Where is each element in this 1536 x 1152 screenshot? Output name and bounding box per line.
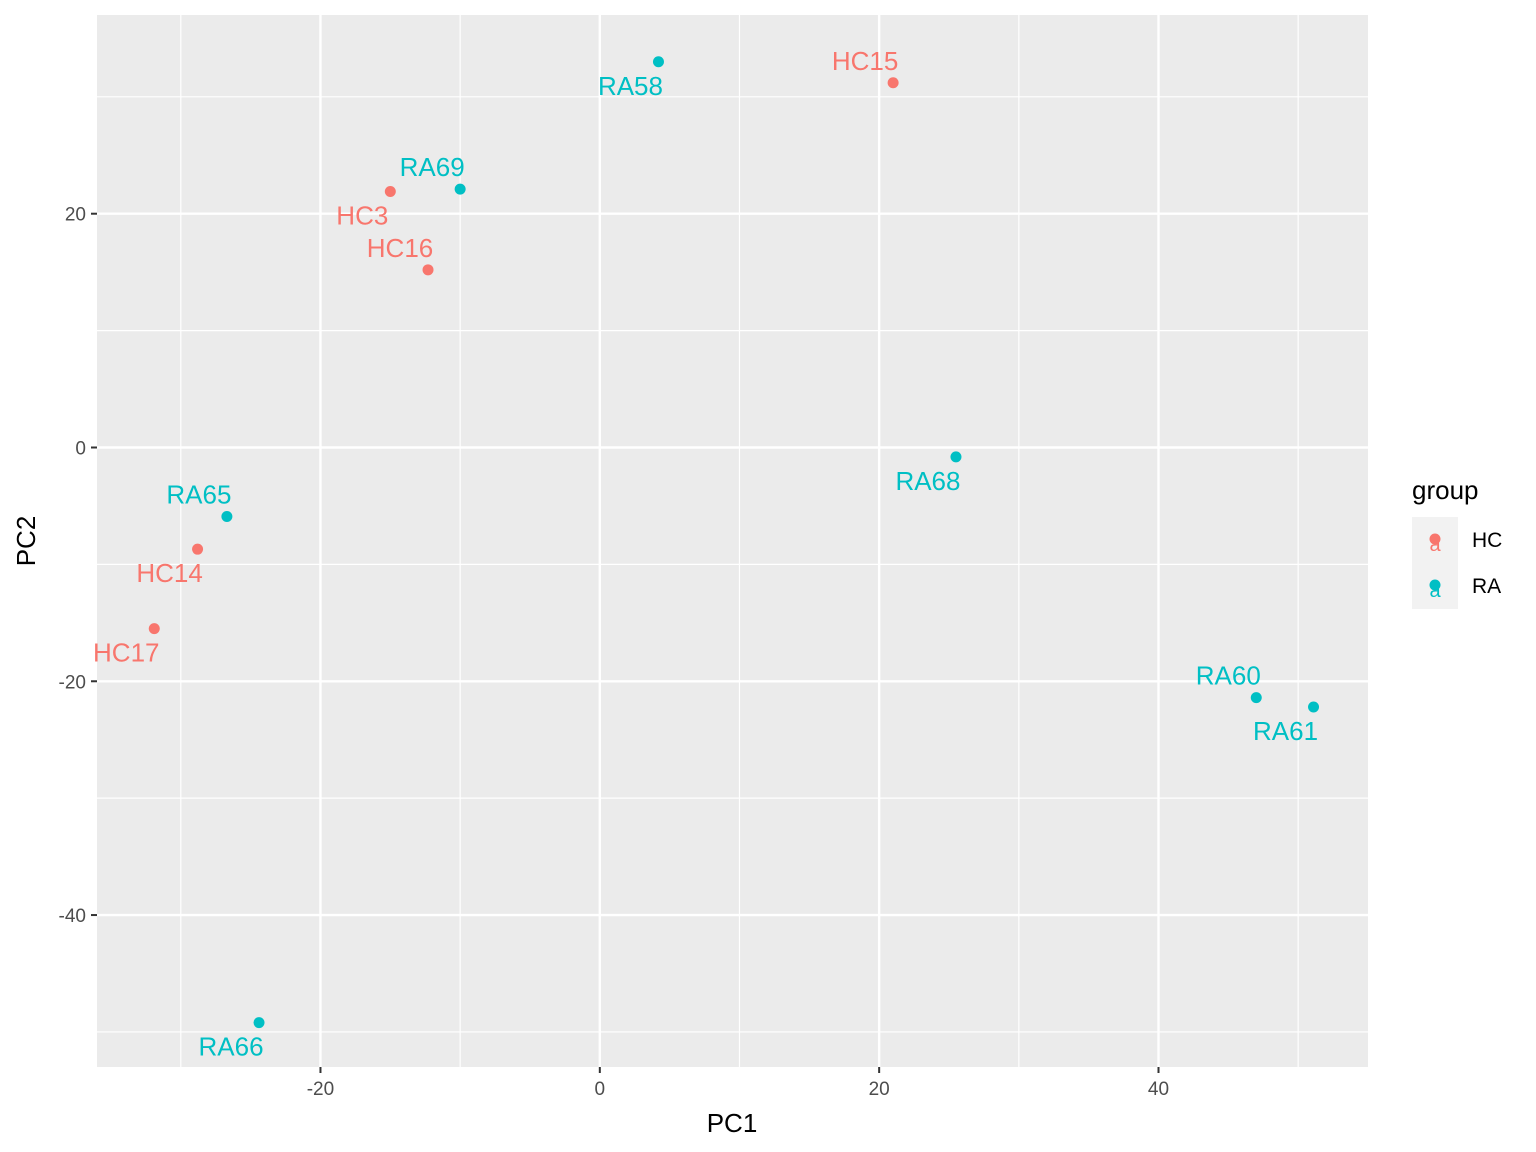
- legend-items: a HCa RA: [1412, 517, 1502, 609]
- data-point-hc15: [887, 77, 899, 89]
- legend-key-point: [1429, 533, 1441, 545]
- point-label-hc17: HC17: [93, 638, 159, 668]
- point-label-ra69: RA69: [400, 152, 465, 182]
- point-label-ra68: RA68: [895, 466, 960, 496]
- y-axis-title: PC2: [11, 516, 41, 567]
- x-tick-label: 20: [869, 1079, 890, 1100]
- data-point-hc17: [148, 623, 160, 635]
- data-point-ra66: [253, 1017, 265, 1029]
- legend-title: group: [1412, 475, 1479, 505]
- x-tick-label: 40: [1148, 1079, 1169, 1100]
- data-point-ra68: [950, 451, 962, 463]
- point-label-hc14: HC14: [136, 558, 202, 588]
- point-label-ra65: RA65: [166, 479, 231, 509]
- data-point-ra69: [454, 183, 466, 195]
- point-label-hc15: HC15: [832, 46, 898, 76]
- x-axis-ticks: -20 0 20 40: [307, 1067, 1169, 1100]
- y-axis-ticks: -40 -20 0 20: [59, 205, 97, 927]
- data-point-ra60: [1250, 692, 1262, 704]
- y-tick-label: 20: [65, 205, 86, 226]
- data-point-ra58: [652, 56, 664, 68]
- major-gridlines: [97, 15, 1368, 1067]
- legend-label-ra: RA: [1472, 575, 1501, 598]
- point-label-hc16: HC16: [367, 233, 433, 263]
- point-label-ra61: RA61: [1253, 716, 1318, 746]
- data-point-ra65: [221, 510, 233, 522]
- data-point-hc3: [384, 186, 396, 198]
- data-point-hc14: [192, 543, 204, 555]
- legend-label-hc: HC: [1472, 529, 1502, 552]
- point-label-ra66: RA66: [198, 1032, 263, 1062]
- x-axis-title: PC1: [707, 1108, 758, 1138]
- plot-panel: [97, 15, 1368, 1067]
- y-tick-label: -40: [59, 906, 86, 927]
- legend: group a HCa RA: [1412, 475, 1502, 609]
- point-label-ra60: RA60: [1196, 661, 1261, 691]
- y-tick-label: 0: [75, 438, 86, 459]
- point-label-ra58: RA58: [598, 71, 663, 101]
- data-point-hc16: [422, 264, 434, 276]
- x-tick-label: 0: [595, 1079, 606, 1100]
- y-tick-label: -20: [59, 672, 86, 693]
- point-label-hc3: HC3: [336, 201, 388, 231]
- data-points: [148, 56, 1320, 1029]
- x-tick-label: -20: [307, 1079, 334, 1100]
- minor-gridlines: [97, 15, 1368, 1067]
- data-point-ra61: [1308, 701, 1320, 713]
- legend-key-point: [1429, 579, 1441, 591]
